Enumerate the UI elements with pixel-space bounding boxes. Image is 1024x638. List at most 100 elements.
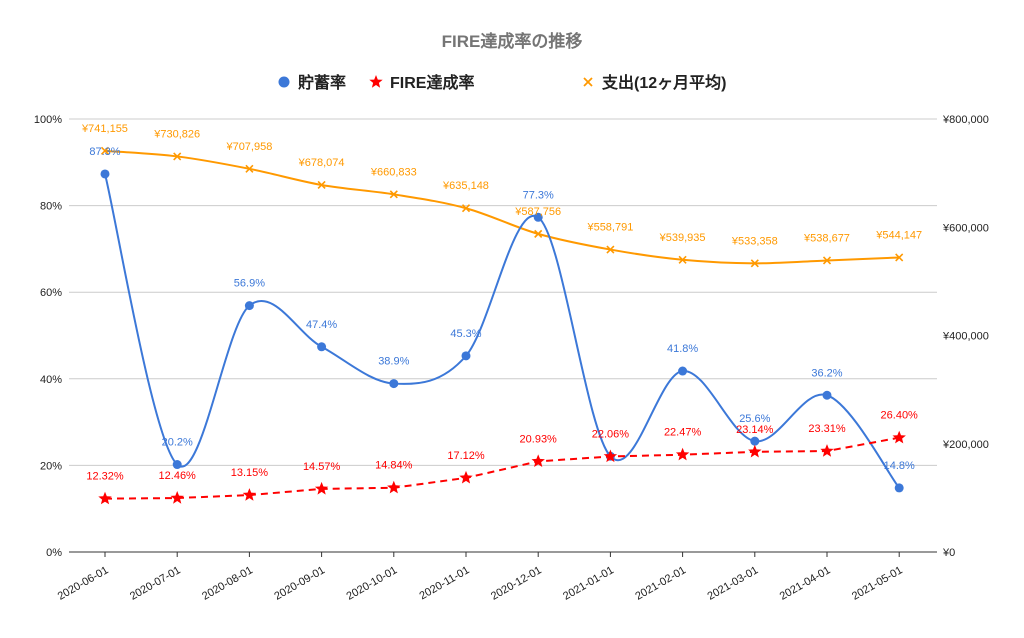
x-axis-tick-label: 2020-11-01 [417,564,471,602]
legend-marker [369,75,383,88]
data-label: 36.2% [811,367,842,379]
data-point [895,253,904,262]
chart-title: FIRE達成率の推移 [442,31,583,51]
data-point [98,491,112,505]
data-point [314,481,329,495]
x-axis-tick-label: 2020-08-01 [200,564,255,603]
right-axis: ¥0 ¥200,000 ¥400,000 ¥600,000 ¥800,000 [942,114,989,559]
data-label: 14.57% [303,461,341,473]
gridlines [69,118,937,557]
data-label: ¥707,958 [225,141,272,153]
legend-item: FIRE達成率 [369,73,474,92]
data-point-stroke [822,256,832,265]
left-axis-tick-label: 80% [40,201,62,213]
x-axis-tick-label: 2020-07-01 [128,564,183,603]
data-labels-layer: ¥741,155 ¥730,826 ¥707,958 ¥678,074 ¥660,833… [81,123,922,483]
data-label: 13.15% [231,467,269,479]
data-point [244,301,254,311]
data-label: ¥558,791 [586,222,633,234]
data-label: ¥741,155 [81,123,128,135]
data-point [389,379,399,389]
series-0 [100,169,904,493]
series-layer [98,146,906,505]
data-label: 87.3% [89,146,120,158]
data-label: 26.40% [881,410,919,422]
data-label: ¥587,756 [514,206,561,218]
data-point [245,164,254,173]
data-label: 20.2% [162,437,193,449]
data-point [387,480,401,494]
data-point [459,470,473,484]
data-label: 12.32% [86,471,124,483]
legend-label: FIRE達成率 [390,73,474,92]
data-point [461,204,471,213]
left-axis-tick-label: 20% [40,460,62,472]
right-axis-tick-label: ¥200,000 [942,439,989,451]
series-1 [98,430,906,505]
data-point-stroke [389,190,398,199]
data-point [461,351,471,361]
data-point [173,152,182,161]
x-axis: 2020-06-01 2020-07-01 2020-08-01 2020-09-01… [56,564,905,603]
data-label: 41.8% [667,343,698,355]
data-label: 14.8% [884,460,915,472]
data-point [675,447,690,461]
data-label: ¥660,833 [370,166,417,178]
x-axis-tick-label: 2021-03-01 [706,564,761,603]
data-label: 22.47% [664,427,702,439]
data-point [750,259,759,268]
data-point [606,245,615,254]
data-point [533,212,543,222]
data-point [317,342,327,352]
data-point-stroke [100,146,110,155]
data-point [822,390,832,400]
data-point [820,444,834,457]
data-label: 17.12% [447,450,485,462]
data-label: 20.93% [520,433,558,445]
data-point [894,483,904,493]
data-point [242,488,257,501]
data-label: ¥544,147 [875,229,922,241]
data-point [317,180,326,190]
x-axis-tick-label: 2020-12-01 [489,564,544,603]
x-axis-tick-label: 2020-06-01 [56,564,111,603]
data-point-stroke [895,253,904,262]
data-point-stroke [534,229,543,238]
data-label: 56.9% [234,278,265,290]
legend-marker [583,77,593,87]
data-point-stroke [606,245,615,254]
data-point-stroke [678,255,687,264]
data-point [678,255,687,264]
x-axis-tick-label: 2021-02-01 [633,564,688,603]
data-label: ¥538,677 [803,232,850,244]
legend: 貯蓄率 FIRE達成率 支出(12ヶ月平均) [278,73,726,92]
left-axis-tick-label: 0% [46,547,62,559]
data-point [678,366,688,376]
data-point [100,146,110,155]
legend-item: 支出(12ヶ月平均) [583,73,726,92]
data-label: 23.14% [736,424,774,436]
data-label: 22.06% [592,428,630,440]
data-point-stroke [461,204,471,213]
data-point [603,449,618,463]
series-line [104,436,900,500]
data-label: 38.9% [378,356,409,368]
legend-label: 支出(12ヶ月平均) [601,73,726,92]
x-axis-tick-label: 2020-10-01 [345,564,400,603]
x-axis-tick-label: 2020-09-01 [272,564,327,603]
left-axis-tick-label: 60% [40,287,62,299]
data-point [750,436,760,446]
right-axis-tick-label: ¥400,000 [942,331,989,343]
data-label: ¥678,074 [298,157,345,169]
data-point [748,444,762,458]
legend-marker [278,76,290,88]
data-point-stroke [750,259,759,268]
right-axis-tick-label: ¥800,000 [942,114,989,126]
legend-item: 貯蓄率 [278,73,346,92]
data-point-stroke [173,152,182,161]
right-axis-tick-label: ¥600,000 [942,222,989,234]
data-point-stroke [317,180,326,190]
left-axis: 0% 20% 40% 60% 80% 100% [34,114,62,559]
